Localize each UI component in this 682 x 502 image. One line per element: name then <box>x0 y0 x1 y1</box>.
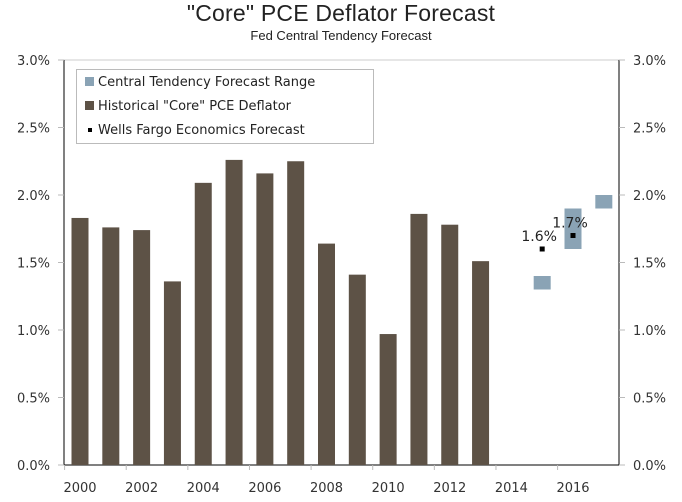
x-tick-label: 2014 <box>495 481 528 496</box>
forecast-points: 1.6%1.7% <box>521 216 588 252</box>
legend-label: Wells Fargo Economics Forecast <box>98 123 305 138</box>
legend-marker-forecast-icon <box>88 127 92 132</box>
x-tick-label: 2010 <box>372 481 405 496</box>
bar-2000 <box>71 217 89 465</box>
x-tick-label: 2016 <box>556 481 589 496</box>
range-box-2017 <box>595 195 613 209</box>
x-axis-labels: 2000 2002 2004 2006 2008 2010 2012 2014 2016 <box>63 481 589 496</box>
plot-frame <box>58 59 625 470</box>
y-tick-label-left: 0.5% <box>17 392 50 407</box>
y-axis-right-labels: 0.0% 0.5% 1.0% 1.5% 2.0% 2.5% 3.0% <box>633 54 666 474</box>
range-box-2015 <box>533 276 551 290</box>
forecast-point-2016 <box>570 233 576 238</box>
y-tick-label-left: 2.5% <box>17 122 50 137</box>
forecast-point-label-2016: 1.7% <box>552 216 588 232</box>
bar-2012 <box>441 224 459 465</box>
bar-2005 <box>225 159 243 465</box>
y-tick-label-left: 3.0% <box>17 54 50 69</box>
x-tick-label: 2012 <box>433 481 466 496</box>
bar-2011 <box>410 213 428 465</box>
bar-2007 <box>287 161 305 465</box>
x-tick-label: 2006 <box>248 481 281 496</box>
x-tick-label: 2008 <box>310 481 343 496</box>
bar-2001 <box>102 227 120 465</box>
bar-2006 <box>256 173 274 465</box>
bar-2010 <box>379 334 397 465</box>
bar-2003 <box>163 281 181 465</box>
bar-2002 <box>133 230 151 465</box>
x-tick-label: 2000 <box>63 481 96 496</box>
y-tick-label-right: 0.0% <box>633 459 666 474</box>
legend-swatch-range-icon <box>85 77 94 86</box>
legend-swatch-historical-icon <box>85 101 94 110</box>
y-tick-label-right: 0.5% <box>633 392 666 407</box>
y-axis-left-labels: 0.0% 0.5% 1.0% 1.5% 2.0% 2.5% 3.0% <box>17 54 50 474</box>
legend-item-forecast: Wells Fargo Economics Forecast <box>85 123 305 138</box>
bar-2009 <box>348 274 366 465</box>
legend-label: Central Tendency Forecast Range <box>98 75 316 90</box>
y-tick-label-left: 0.0% <box>17 459 50 474</box>
range-box-2016 <box>564 208 582 249</box>
y-tick-label-right: 1.5% <box>633 257 666 272</box>
y-tick-label-right: 1.0% <box>633 324 666 339</box>
legend-item-historical: Historical "Core" PCE Deflator <box>85 99 291 114</box>
y-tick-label-right: 2.0% <box>633 189 666 204</box>
y-tick-label-right: 2.5% <box>633 122 666 137</box>
chart-subtitle: Fed Central Tendency Forecast <box>250 28 432 43</box>
bar-2004 <box>194 182 212 465</box>
y-tick-label-left: 1.0% <box>17 324 50 339</box>
x-tick-label: 2002 <box>125 481 158 496</box>
chart-title: "Core" PCE Deflator Forecast <box>186 0 496 26</box>
bar-2013 <box>472 261 490 465</box>
bar-2008 <box>318 243 335 465</box>
x-tick-label: 2004 <box>187 481 220 496</box>
y-tick-label-left: 2.0% <box>17 189 50 204</box>
legend-label: Historical "Core" PCE Deflator <box>98 99 292 114</box>
forecast-range-boxes <box>533 195 613 290</box>
y-tick-label-right: 3.0% <box>633 54 666 69</box>
legend: Central Tendency Forecast Range Historic… <box>76 69 374 144</box>
historical-bars <box>71 159 490 465</box>
legend-item-range: Central Tendency Forecast Range <box>85 75 315 90</box>
forecast-point-label-2015: 1.6% <box>521 229 557 245</box>
y-tick-label-left: 1.5% <box>17 257 50 272</box>
forecast-point-2015 <box>539 246 545 252</box>
